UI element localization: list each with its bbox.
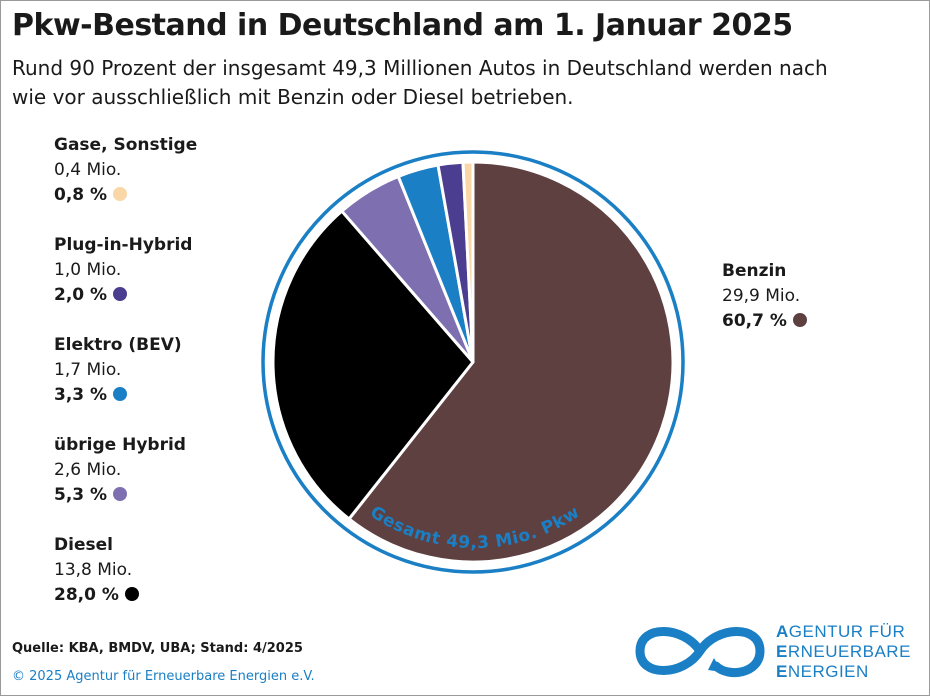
chart-subtitle: Rund 90 Prozent der insgesamt 49,3 Milli… (12, 56, 828, 109)
legend-item-plugin-hybrid: Plug-in-Hybrid 1,0 Mio. 2,0 % (54, 233, 274, 308)
legend-item-diesel: Diesel 13,8 Mio. 28,0 % (54, 533, 274, 608)
legend-value: 1,0 Mio. (54, 260, 122, 280)
legend-value: 2,6 Mio. (54, 460, 122, 480)
legend-dot-icon (113, 287, 128, 301)
pie-outer-ring (261, 150, 685, 574)
source-note: Quelle: KBA, BMDV, UBA; Stand: 4/2025 (12, 641, 303, 656)
legend-item-benzin: Benzin 29,9 Mio. 60,7 % (722, 259, 807, 334)
aee-logo-text: AGENTUR FÜR ERNEUERBARE ENERGIEN (776, 622, 911, 681)
legend-percent: 0,8 % (54, 185, 108, 205)
legend-value: 0,4 Mio. (54, 160, 122, 180)
legend-percent: 60,7 % (722, 311, 787, 331)
legend-value: 13,8 Mio. (54, 560, 133, 580)
pie-slice-diesel (271, 209, 475, 521)
pie-chart: Gesamt 49,3 Mio. Pkw (261, 150, 685, 574)
legend-item-gase: Gase, Sonstige 0,4 Mio. 0,8 % (54, 133, 274, 208)
legend-name: Plug-in-Hybrid (54, 235, 193, 255)
legend-dot-icon (792, 313, 807, 327)
chart-title: Pkw-Bestand in Deutschland am 1. Januar … (12, 8, 793, 43)
legend-percent: 3,3 % (54, 385, 108, 405)
legend-name: übrige Hybrid (54, 435, 186, 455)
aee-infinity-logo-icon (635, 627, 765, 678)
copyright-note: © 2025 Agentur für Erneuerbare Energien … (12, 669, 315, 684)
legend-dot-icon (124, 587, 139, 601)
legend-name: Diesel (54, 535, 113, 555)
pie-slice-gase-sonstige (461, 160, 475, 364)
legend-percent: 2,0 % (54, 285, 108, 305)
legend-value: 29,9 Mio. (722, 286, 801, 306)
legend-dot-icon (113, 187, 128, 201)
legend-dot-icon (113, 387, 128, 401)
legend-value: 1,7 Mio. (54, 360, 122, 380)
pie-slices (271, 160, 675, 564)
legend-dot-icon (113, 487, 128, 501)
legend-name: Gase, Sonstige (54, 135, 198, 155)
legend-name: Elektro (BEV) (54, 335, 182, 355)
legend-item-uebrige-hybrid: übrige Hybrid 2,6 Mio. 5,3 % (54, 433, 274, 508)
legend-percent: 5,3 % (54, 485, 108, 505)
legend-item-elektro: Elektro (BEV) 1,7 Mio. 3,3 % (54, 333, 274, 408)
legend-percent: 28,0 % (54, 585, 119, 605)
legend-name: Benzin (722, 261, 787, 281)
pie-slice-benzin (347, 160, 675, 564)
